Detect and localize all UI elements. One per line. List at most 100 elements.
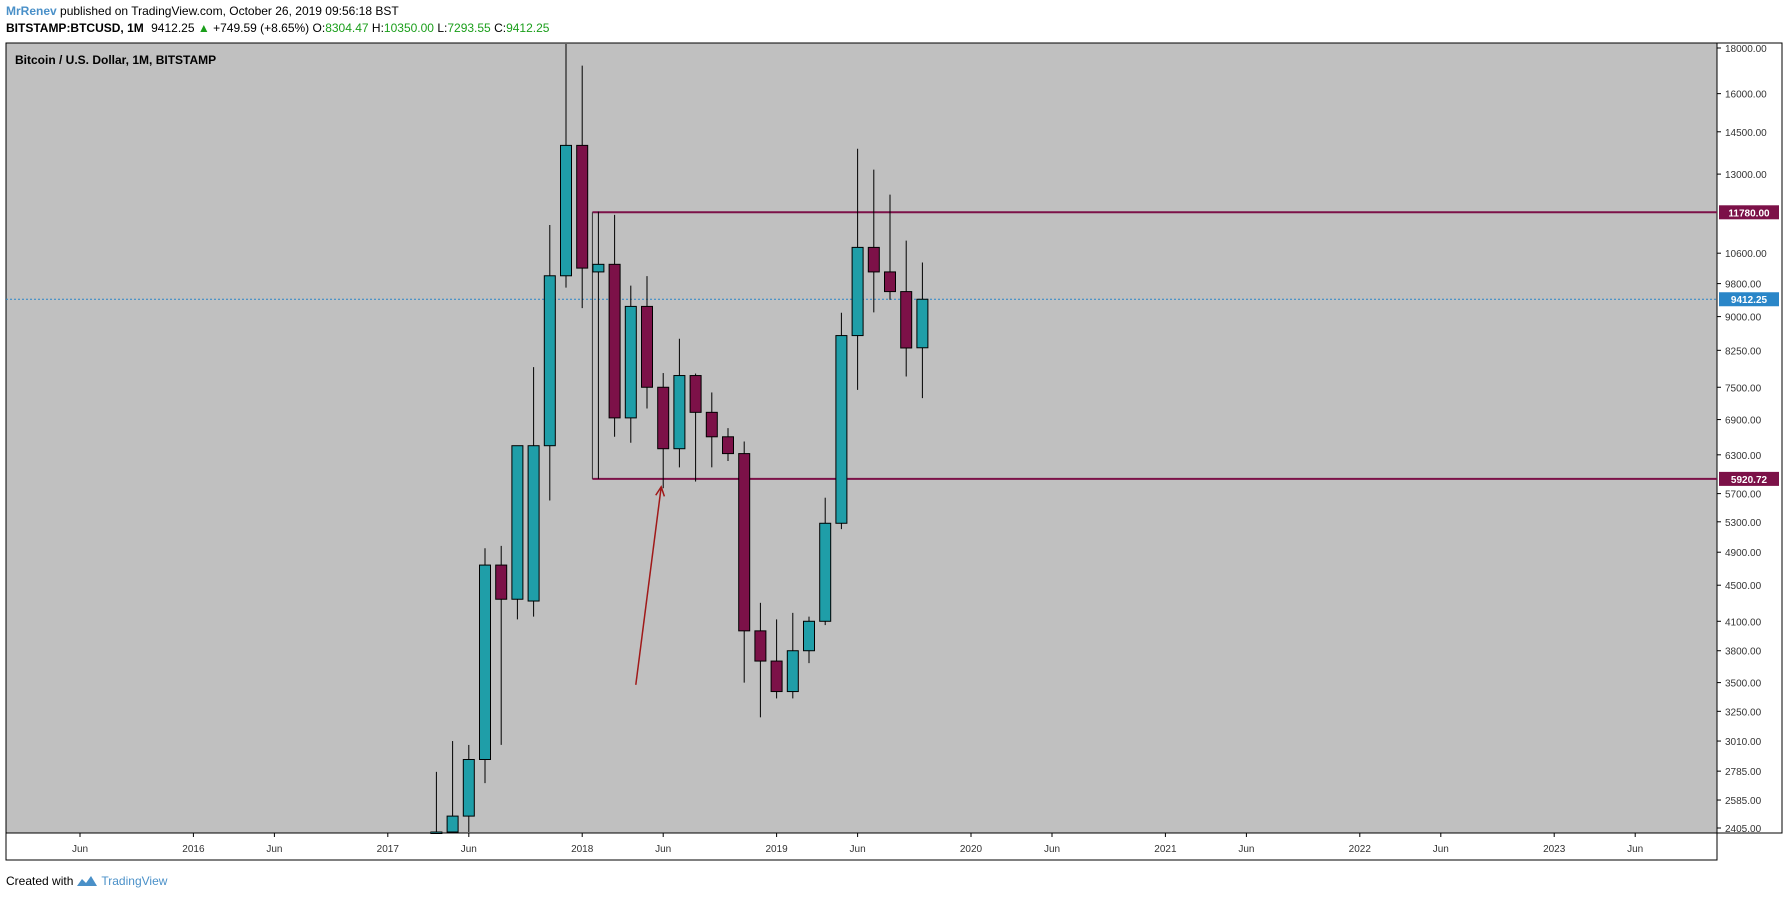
- resistance-price-tag-label: 11780.00: [1728, 208, 1770, 219]
- close-value: 9412.25: [506, 21, 550, 35]
- bull-candle-body: [851, 246, 864, 337]
- x-tick-label: 2023: [1543, 844, 1566, 855]
- bear-candle-body: [738, 453, 751, 632]
- candle: [786, 612, 799, 699]
- y-tick-label: 3500.00: [1725, 679, 1762, 690]
- bull-candle-body: [819, 522, 832, 622]
- candle: [608, 214, 621, 437]
- x-tick-label: Jun: [266, 844, 282, 855]
- y-tick-label: 9000.00: [1725, 313, 1762, 324]
- x-tick-label: Jun: [1238, 844, 1254, 855]
- candle: [479, 548, 491, 784]
- x-tick-label: 2017: [377, 844, 400, 855]
- candle: [673, 338, 686, 468]
- tradingview-logo-icon: [77, 876, 98, 886]
- low-label: L:: [437, 21, 448, 35]
- bull-candle-body: [835, 335, 848, 524]
- y-tick-label: 5300.00: [1725, 518, 1762, 529]
- y-tick-label: 3800.00: [1725, 647, 1762, 658]
- candle: [592, 211, 605, 479]
- y-tick-label: 4500.00: [1725, 581, 1762, 592]
- x-tick-label: Jun: [1044, 844, 1060, 855]
- candle: [770, 619, 783, 699]
- candle: [738, 441, 751, 683]
- high-label: H:: [371, 21, 384, 35]
- x-tick-label: Jun: [655, 844, 671, 855]
- price-axis[interactable]: [1716, 42, 1783, 834]
- candle: [511, 445, 524, 620]
- bull-candle-body: [527, 445, 540, 602]
- y-tick-label: 14500.00: [1725, 128, 1767, 139]
- bull-candle-body: [624, 305, 637, 419]
- bear-candle-body: [770, 660, 783, 693]
- bear-candle-body: [722, 436, 734, 455]
- x-tick-label: Jun: [1433, 844, 1449, 855]
- candle: [495, 545, 508, 745]
- bull-candle-body: [511, 445, 524, 600]
- candle: [527, 367, 540, 617]
- bull-candle-body: [916, 298, 929, 349]
- bull-candle-body: [430, 831, 443, 834]
- y-tick-label: 4100.00: [1725, 617, 1762, 628]
- created-with-text: Created with: [6, 874, 74, 888]
- candle: [835, 312, 848, 530]
- bull-candle-body: [543, 275, 556, 447]
- candle: [641, 276, 653, 409]
- bear-candle-body: [900, 291, 913, 349]
- y-tick-label: 9800.00: [1725, 280, 1762, 291]
- candle: [689, 373, 702, 482]
- close-label: C:: [494, 21, 507, 35]
- publish-info: MrRenev published on TradingView.com, Oc…: [6, 4, 399, 18]
- y-tick-label: 10600.00: [1725, 249, 1767, 260]
- candle: [462, 744, 475, 832]
- y-tick-label: 3250.00: [1725, 707, 1762, 718]
- x-tick-label: 2019: [765, 844, 788, 855]
- bear-candle-body: [641, 305, 653, 388]
- y-tick-label: 18000.00: [1725, 44, 1767, 55]
- candle: [916, 262, 929, 399]
- bear-candle-body: [754, 630, 767, 662]
- support-price-tag-label: 5920.72: [1731, 475, 1768, 486]
- bear-candle-body: [689, 375, 702, 413]
- x-tick-label: Jun: [1627, 844, 1643, 855]
- candle: [430, 771, 443, 834]
- bear-candle-body: [884, 271, 896, 293]
- candle: [884, 194, 896, 300]
- y-tick-label: 16000.00: [1725, 90, 1767, 101]
- bull-candle-body: [479, 564, 491, 761]
- open-label: O:: [312, 21, 326, 35]
- author-link[interactable]: MrRenev: [6, 4, 57, 18]
- time-axis[interactable]: [5, 832, 1718, 861]
- bull-candle-body: [786, 650, 799, 693]
- bull-candle-body: [673, 375, 686, 450]
- bull-candle-body: [462, 759, 475, 817]
- candle: [819, 497, 832, 626]
- current-price-price-tag-label: 9412.25: [1731, 295, 1768, 306]
- resistance-price-tag: [1719, 205, 1779, 220]
- bull-candle-body: [592, 263, 605, 273]
- low-value: 7293.55: [447, 21, 491, 35]
- bull-candle-body: [803, 620, 815, 652]
- y-tick-label: 13000.00: [1725, 170, 1767, 181]
- chart-pane[interactable]: [5, 42, 1718, 834]
- high-value: 10350.00: [383, 21, 434, 35]
- candle: [560, 44, 572, 288]
- candle: [446, 741, 459, 833]
- tradingview-link[interactable]: TradingView: [101, 874, 168, 888]
- current-price-price-tag: [1719, 292, 1779, 307]
- annotation-arrow-line: [635, 486, 662, 685]
- bear-candle-body: [495, 564, 508, 600]
- candle: [803, 616, 815, 664]
- bear-candle-body: [608, 263, 621, 419]
- y-tick-label: 4900.00: [1725, 548, 1762, 559]
- open-value: 8304.47: [325, 21, 369, 35]
- candle: [705, 392, 718, 468]
- x-tick-label: Jun: [461, 844, 477, 855]
- symbol-label: BITSTAMP:BTCUSD, 1M: [6, 21, 144, 35]
- y-tick-label: 3010.00: [1725, 737, 1762, 748]
- candle: [657, 373, 670, 489]
- annotation-arrow-head-icon: [655, 485, 666, 497]
- last-price: 9412.25: [151, 21, 195, 35]
- y-tick-label: 6300.00: [1725, 451, 1762, 462]
